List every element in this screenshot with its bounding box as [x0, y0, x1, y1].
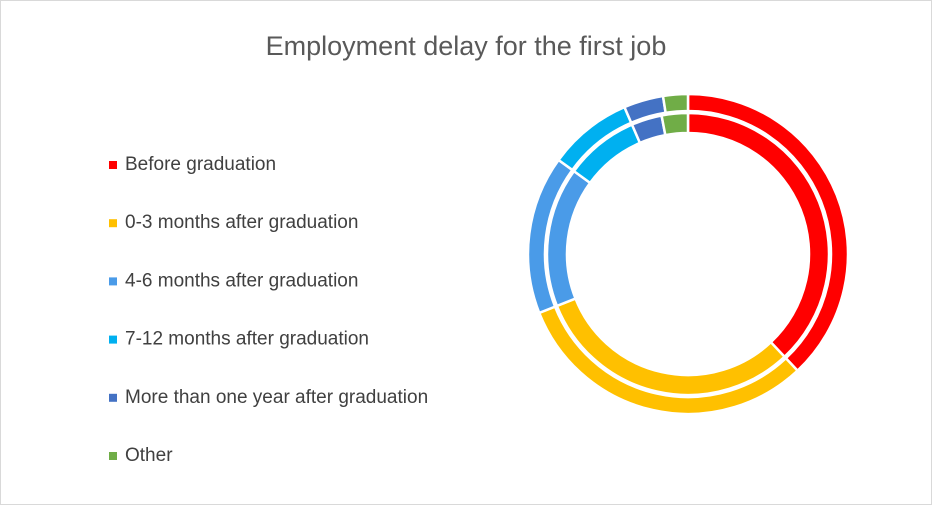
legend-swatch [109, 393, 117, 402]
legend-label: Before graduation [125, 154, 276, 175]
legend-label: More than one year after graduation [125, 387, 428, 408]
doughnut-segment [661, 92, 690, 115]
legend-swatch [109, 277, 117, 286]
legend-label: 7-12 months after graduation [125, 329, 369, 350]
legend-label: 4-6 months after graduation [125, 270, 358, 291]
legend-swatch [109, 161, 117, 169]
legend-swatch [109, 335, 117, 344]
doughnut-segment [660, 111, 690, 137]
chart-title: Employment delay for the first job [266, 31, 667, 61]
legend-swatch [109, 219, 117, 228]
legend-swatch [109, 452, 117, 460]
legend-label: Other [125, 445, 173, 466]
legend-label: 0-3 months after graduation [125, 212, 358, 233]
